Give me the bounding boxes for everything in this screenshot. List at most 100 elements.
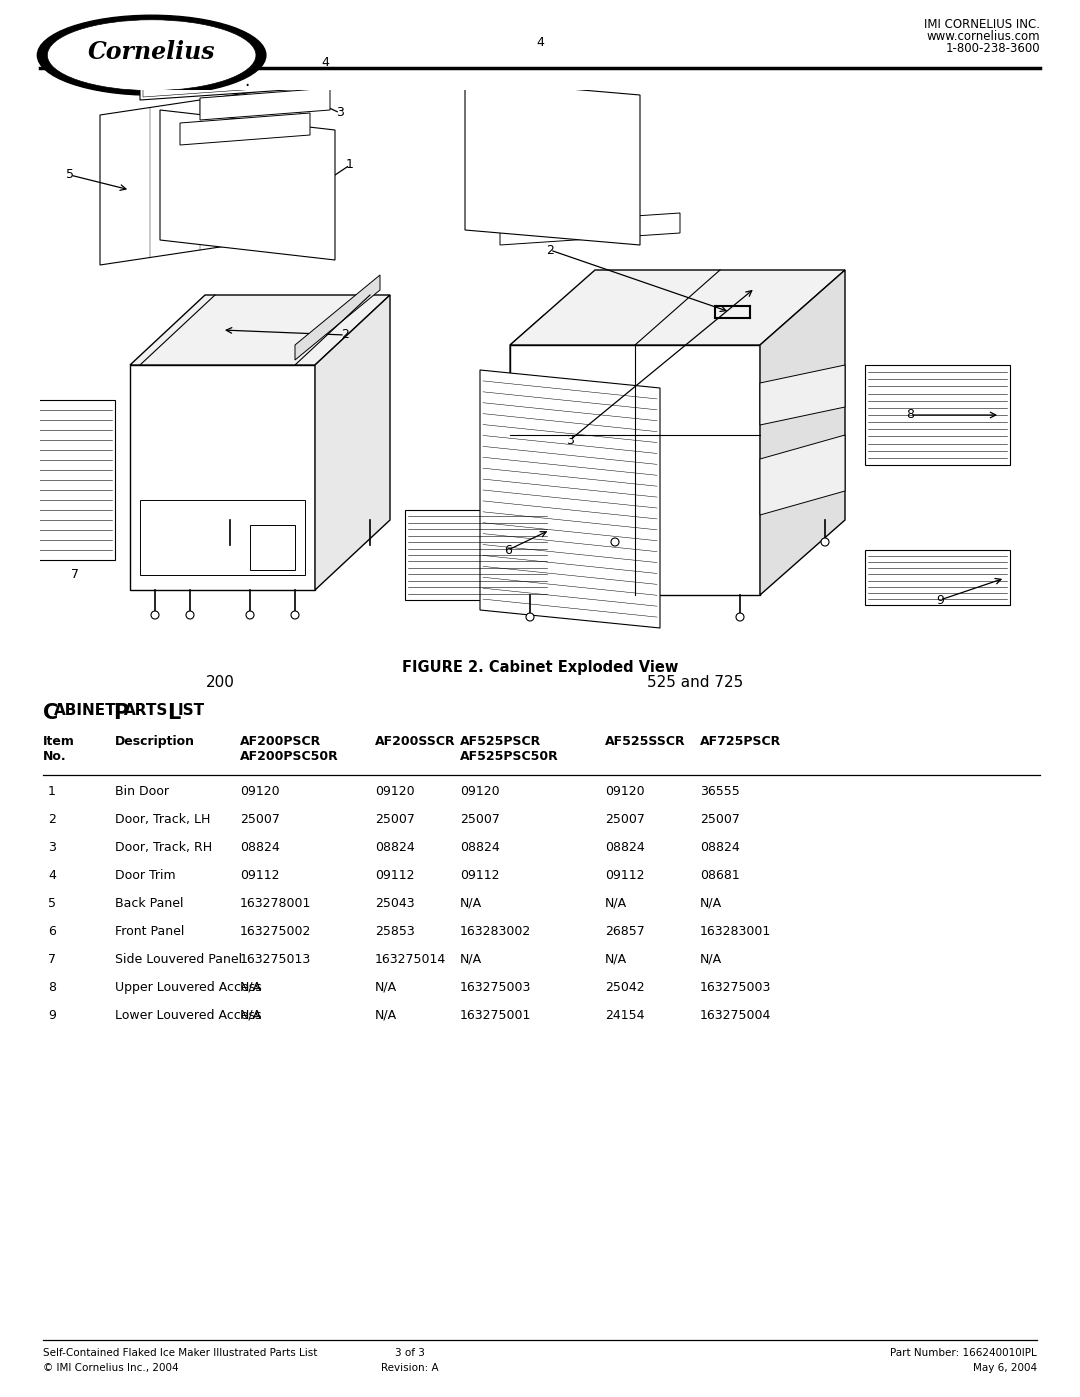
Text: AF200SSCR: AF200SSCR <box>375 735 456 747</box>
Circle shape <box>246 610 254 619</box>
Text: N/A: N/A <box>700 953 723 965</box>
Text: 25042: 25042 <box>605 981 645 995</box>
Polygon shape <box>480 42 740 80</box>
Polygon shape <box>249 525 295 570</box>
Text: 5: 5 <box>66 169 75 182</box>
Text: 1: 1 <box>546 144 554 156</box>
Text: 09120: 09120 <box>240 785 280 798</box>
Polygon shape <box>100 85 300 265</box>
Text: 09112: 09112 <box>375 869 415 882</box>
Polygon shape <box>510 270 845 345</box>
Text: 9: 9 <box>936 594 944 606</box>
Polygon shape <box>405 510 550 599</box>
Polygon shape <box>465 80 640 244</box>
Text: 6: 6 <box>48 925 56 937</box>
Ellipse shape <box>38 15 266 95</box>
Text: 163275001: 163275001 <box>460 1009 531 1023</box>
Text: 163275013: 163275013 <box>240 953 311 965</box>
Text: IMI CORNELIUS INC.: IMI CORNELIUS INC. <box>924 18 1040 31</box>
Polygon shape <box>510 314 544 595</box>
Text: Door Trim: Door Trim <box>114 869 176 882</box>
Text: 2: 2 <box>546 243 554 257</box>
Text: Item
No.: Item No. <box>43 735 75 763</box>
Text: 36555: 36555 <box>700 785 740 798</box>
Polygon shape <box>760 270 845 595</box>
Text: 525 and 725: 525 and 725 <box>647 675 743 690</box>
Text: 200: 200 <box>205 675 234 690</box>
Text: 8: 8 <box>48 981 56 995</box>
Text: ABINET: ABINET <box>54 703 117 718</box>
Circle shape <box>526 613 534 622</box>
Text: L: L <box>167 703 180 724</box>
Text: P: P <box>113 703 129 724</box>
Text: © IMI Cornelius Inc., 2004: © IMI Cornelius Inc., 2004 <box>43 1363 178 1373</box>
Text: 09120: 09120 <box>460 785 500 798</box>
Circle shape <box>611 538 619 546</box>
Text: www.cornelius.com: www.cornelius.com <box>927 29 1040 43</box>
Text: 5: 5 <box>48 897 56 909</box>
Text: 2: 2 <box>48 813 56 826</box>
Polygon shape <box>200 88 330 120</box>
Text: 08824: 08824 <box>240 841 280 854</box>
Ellipse shape <box>48 20 256 91</box>
Text: 25007: 25007 <box>700 813 740 826</box>
Text: N/A: N/A <box>375 1009 397 1023</box>
Text: Cornelius: Cornelius <box>87 41 215 64</box>
Text: 09112: 09112 <box>605 869 645 882</box>
Text: 6: 6 <box>504 543 512 556</box>
Text: 2: 2 <box>341 328 349 341</box>
Text: 24154: 24154 <box>605 1009 645 1023</box>
Polygon shape <box>140 67 360 101</box>
Text: N/A: N/A <box>605 897 627 909</box>
Text: Self-Contained Flaked Ice Maker Illustrated Parts List: Self-Contained Flaked Ice Maker Illustra… <box>43 1348 318 1358</box>
Text: 163275003: 163275003 <box>460 981 531 995</box>
Text: May 6, 2004: May 6, 2004 <box>973 1363 1037 1373</box>
Text: 163283001: 163283001 <box>700 925 771 937</box>
Text: Back Panel: Back Panel <box>114 897 184 909</box>
Text: 09120: 09120 <box>375 785 415 798</box>
Circle shape <box>821 538 829 546</box>
Text: AF200PSCR
AF200PSC50R: AF200PSCR AF200PSC50R <box>240 735 339 763</box>
Text: 163278001: 163278001 <box>240 897 311 909</box>
Text: Lower Louvered Access: Lower Louvered Access <box>114 1009 261 1023</box>
Text: Part Number: 166240010IPL: Part Number: 166240010IPL <box>890 1348 1037 1358</box>
Text: 08681: 08681 <box>700 869 740 882</box>
Polygon shape <box>510 345 760 595</box>
Text: N/A: N/A <box>460 953 482 965</box>
Text: 08824: 08824 <box>375 841 415 854</box>
Polygon shape <box>760 365 845 425</box>
Text: 3: 3 <box>48 841 56 854</box>
Text: 08824: 08824 <box>460 841 500 854</box>
Text: 25007: 25007 <box>460 813 500 826</box>
Text: 1-800-238-3600: 1-800-238-3600 <box>945 42 1040 54</box>
Text: 4: 4 <box>321 56 329 70</box>
Text: 163275014: 163275014 <box>375 953 446 965</box>
Text: 09112: 09112 <box>460 869 499 882</box>
Text: 1: 1 <box>346 158 354 172</box>
Polygon shape <box>130 295 390 365</box>
Text: 163275002: 163275002 <box>240 925 311 937</box>
Text: 9: 9 <box>48 1009 56 1023</box>
Text: N/A: N/A <box>605 953 627 965</box>
Text: Front Panel: Front Panel <box>114 925 185 937</box>
Text: N/A: N/A <box>375 981 397 995</box>
Text: Revision: A: Revision: A <box>381 1363 438 1373</box>
Text: FIGURE 2. Cabinet Exploded View: FIGURE 2. Cabinet Exploded View <box>402 659 678 675</box>
Text: Description: Description <box>114 735 195 747</box>
Polygon shape <box>160 110 335 260</box>
Text: Door, Track, RH: Door, Track, RH <box>114 841 212 854</box>
Text: 3: 3 <box>566 433 573 447</box>
Text: 3: 3 <box>336 106 343 120</box>
Text: 163275003: 163275003 <box>700 981 771 995</box>
Polygon shape <box>315 295 390 590</box>
Text: 8: 8 <box>906 408 914 422</box>
Text: N/A: N/A <box>700 897 723 909</box>
Text: 4: 4 <box>48 869 56 882</box>
Text: IST: IST <box>178 703 205 718</box>
Text: 25007: 25007 <box>375 813 415 826</box>
Text: 08824: 08824 <box>700 841 740 854</box>
Text: N/A: N/A <box>240 1009 262 1023</box>
Text: Door, Track, LH: Door, Track, LH <box>114 813 211 826</box>
Text: .: . <box>245 71 249 89</box>
Polygon shape <box>295 275 380 360</box>
